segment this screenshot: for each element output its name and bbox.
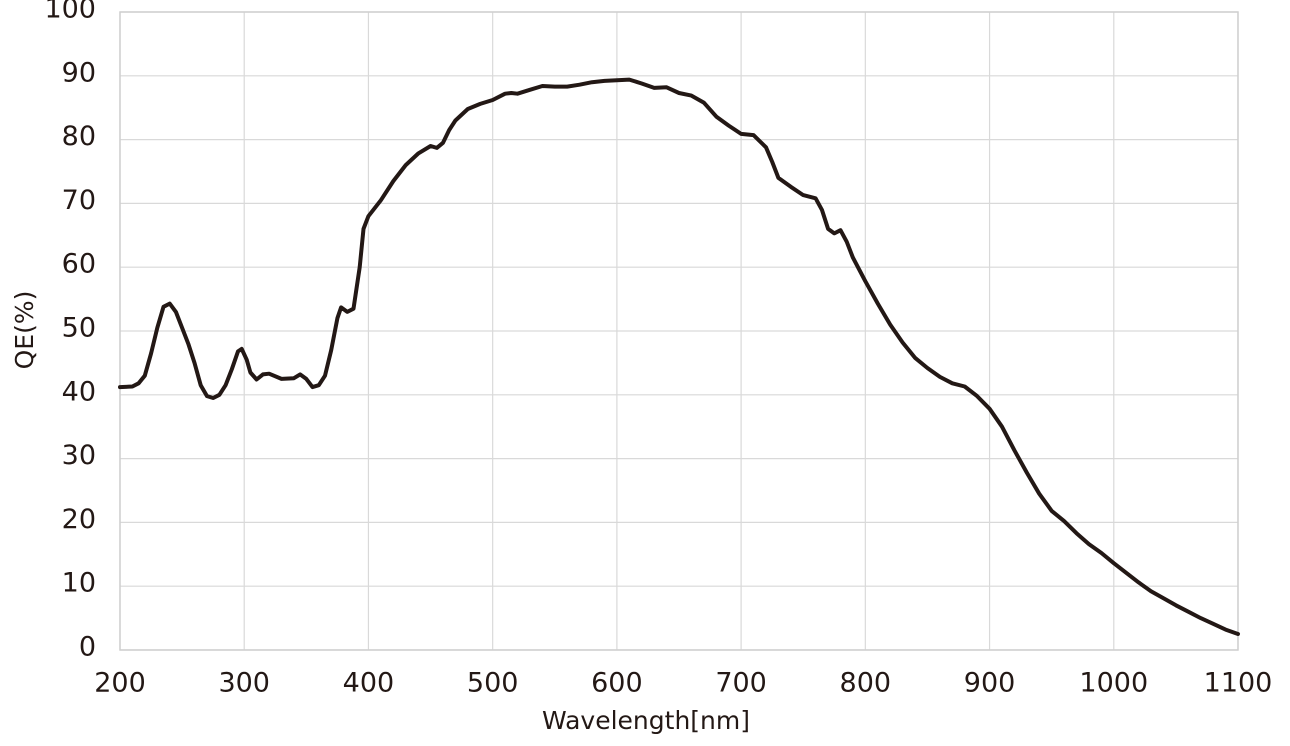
x-tick-label: 1100 [1204, 668, 1273, 699]
y-tick-label: 10 [62, 568, 96, 599]
x-tick-label: 500 [467, 668, 519, 699]
x-tick-label: 300 [218, 668, 270, 699]
y-tick-label: 60 [62, 249, 96, 280]
y-tick-label: 30 [62, 440, 96, 471]
y-tick-label: 80 [62, 121, 96, 152]
y-tick-label: 100 [44, 0, 96, 25]
x-tick-label: 1000 [1079, 668, 1148, 699]
x-tick-label: 700 [715, 668, 767, 699]
y-axis-label: QE(%) [10, 291, 39, 370]
y-tick-label: 90 [62, 57, 96, 88]
qe-curve [118, 77, 1240, 636]
x-tick-label: 400 [343, 668, 395, 699]
x-tick-label: 600 [591, 668, 643, 699]
y-tick-label: 70 [62, 185, 96, 216]
x-tick-label: 800 [840, 668, 892, 699]
y-tick-label: 40 [62, 376, 96, 407]
x-tick-label: 200 [94, 668, 146, 699]
y-tick-label: 0 [79, 632, 96, 663]
plot-frame [119, 11, 1239, 651]
y-tick-label: 20 [62, 504, 96, 535]
x-axis-label: Wavelength[nm] [542, 706, 750, 735]
x-tick-label: 900 [964, 668, 1016, 699]
y-tick-label: 50 [62, 313, 96, 344]
